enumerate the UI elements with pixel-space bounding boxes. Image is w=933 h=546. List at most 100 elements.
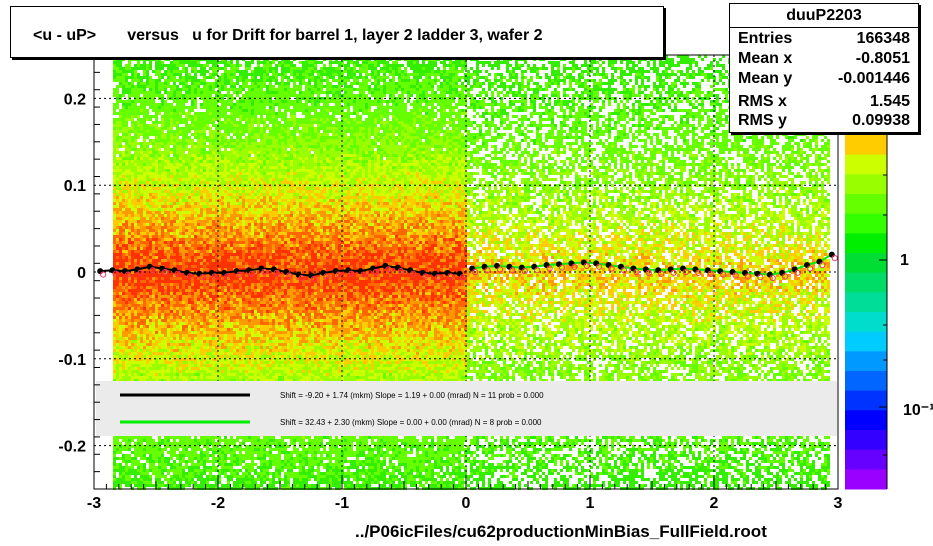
data-point (481, 263, 488, 270)
data-point (779, 269, 786, 276)
color-scale-band (845, 371, 887, 392)
data-point-alt (112, 270, 119, 277)
data-point (506, 263, 513, 270)
data-point-alt (546, 265, 553, 272)
data-point (766, 271, 773, 278)
color-scale-band (845, 194, 887, 215)
data-point-alt (571, 263, 578, 270)
stat-value: 166348 (857, 30, 910, 48)
data-point (196, 270, 203, 277)
data-point-alt (286, 272, 293, 279)
data-point-alt (447, 273, 454, 280)
color-scale-band (845, 351, 887, 372)
data-point-alt (372, 268, 380, 276)
legend-entry: Shift = -9.20 + 1.74 (mkm) Slope = 1.19 … (280, 391, 544, 400)
data-point (407, 267, 414, 274)
data-point (494, 262, 500, 269)
data-point-alt (509, 267, 516, 274)
data-point (556, 261, 562, 268)
data-point-alt (794, 269, 801, 276)
data-point-alt (695, 269, 702, 276)
data-point (208, 269, 215, 276)
color-scale-band (845, 331, 887, 352)
stat-row-mean-y: Mean y -0.001446 (738, 70, 910, 90)
data-point-alt (385, 266, 392, 273)
data-point-alt (620, 267, 628, 274)
stat-label: Mean y (738, 70, 792, 88)
data-point (432, 270, 438, 277)
data-point (233, 268, 240, 275)
data-point-alt (261, 268, 268, 276)
data-point (394, 264, 401, 271)
data-point (308, 272, 314, 279)
data-point-alt (583, 262, 590, 270)
stats-histogram-name: duuP2203 (730, 7, 918, 25)
data-point-alt (806, 265, 814, 272)
data-point (456, 270, 463, 277)
data-point-alt (534, 267, 541, 274)
data-point-alt (782, 273, 789, 280)
title-box: <u - uP> versus u for Drift for barrel 1… (10, 6, 664, 58)
data-point (630, 265, 637, 272)
x-tick-label: -1 (335, 495, 349, 512)
y-tick-label: 0.2 (64, 91, 86, 108)
data-point-alt (682, 268, 690, 276)
data-point-alt (298, 274, 305, 282)
stat-row-entries: Entries 166348 (738, 30, 910, 50)
y-tick-label: -0.2 (58, 439, 86, 456)
data-point (580, 259, 587, 266)
data-point-alt (199, 274, 206, 281)
stat-value: -0.001446 (838, 70, 910, 88)
stat-row-mean-x: Mean x -0.8051 (738, 50, 910, 70)
x-tick-label: 3 (834, 495, 843, 512)
data-point-alt (645, 269, 652, 276)
data-point (729, 269, 736, 275)
data-point (642, 266, 649, 273)
data-point-alt (100, 271, 107, 278)
data-point-alt (831, 255, 838, 262)
data-point (159, 265, 166, 272)
data-point (134, 266, 141, 273)
data-point-alt (174, 270, 181, 277)
data-point (518, 264, 525, 271)
stat-label: Entries (738, 30, 792, 48)
color-scale-label: 10⁻¹ (903, 402, 933, 419)
data-point (717, 268, 724, 275)
data-point (655, 267, 662, 274)
data-point (97, 268, 104, 275)
data-point-alt (757, 274, 764, 281)
color-scale-band (845, 154, 887, 175)
data-point (791, 266, 798, 273)
data-point-alt (769, 274, 776, 282)
data-point-alt (397, 268, 404, 275)
color-scale-band (845, 449, 887, 470)
stats-separator (730, 27, 918, 28)
data-point-alt (521, 268, 528, 275)
data-point-alt (137, 269, 144, 276)
color-scale-band (845, 272, 887, 293)
stat-row-rms-x: RMS x 1.545 (738, 93, 910, 113)
data-point-alt (720, 271, 727, 278)
data-point (568, 260, 575, 267)
data-point-alt (236, 271, 243, 278)
data-point (345, 267, 352, 274)
data-point (382, 262, 389, 269)
data-point-alt (707, 270, 714, 277)
data-point-alt (633, 268, 640, 276)
data-point-alt (732, 272, 739, 279)
data-point (531, 263, 538, 270)
x-tick-label: -2 (211, 495, 225, 512)
color-scale-band (845, 390, 887, 411)
profile-points (97, 251, 838, 283)
data-point (680, 265, 686, 272)
data-point-alt (186, 273, 194, 280)
data-point (270, 266, 277, 273)
data-point-alt (211, 273, 218, 280)
x-tick-label: 1 (586, 495, 595, 512)
data-point-alt (670, 269, 677, 276)
data-point (320, 269, 327, 276)
data-point-alt (410, 270, 417, 277)
stat-value: 0.09938 (852, 112, 910, 130)
source-file-label: ../P06icFiles/cu62productionMinBias_Full… (355, 522, 767, 542)
